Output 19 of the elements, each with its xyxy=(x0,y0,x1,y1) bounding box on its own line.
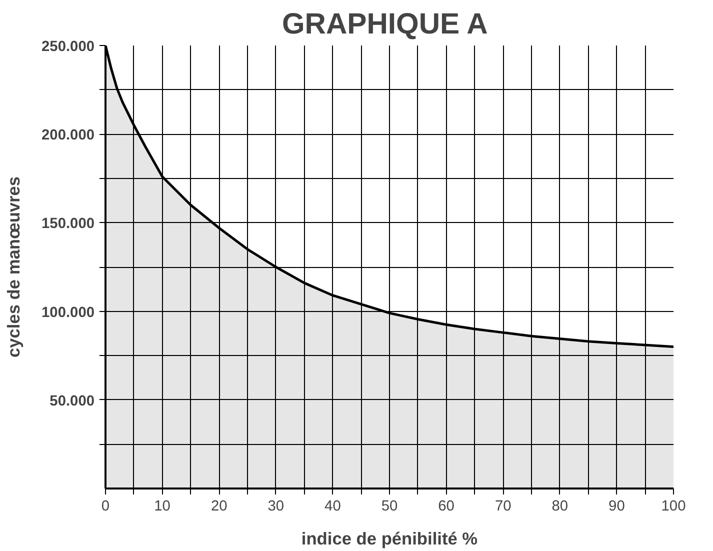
x-tick-label: 50 xyxy=(381,498,398,514)
x-tick-label: 40 xyxy=(324,498,341,514)
y-tick-label: 50.000 xyxy=(50,393,94,410)
y-axis-title: cycles de manœuvres xyxy=(4,176,24,358)
x-tick-label: 80 xyxy=(552,498,568,514)
y-tick-label: 250.000 xyxy=(42,39,95,55)
x-tick-label: 100 xyxy=(661,498,686,514)
x-tick-label: 90 xyxy=(608,498,625,514)
chart-title: GRAPHIQUE A xyxy=(282,8,488,40)
x-tick-label: 60 xyxy=(438,498,454,514)
x-tick-label: 10 xyxy=(154,498,170,514)
y-tick-label: 150.000 xyxy=(42,216,95,232)
y-tick-label: 100.000 xyxy=(42,304,95,321)
x-axis-title: indice de pénibilité % xyxy=(301,528,478,548)
x-tick-label: 70 xyxy=(494,498,512,514)
x-tick-label: 0 xyxy=(101,498,110,514)
x-tick-label: 30 xyxy=(268,498,284,514)
x-tick-label: 20 xyxy=(210,498,228,514)
y-tick-label: 200.000 xyxy=(42,128,95,144)
